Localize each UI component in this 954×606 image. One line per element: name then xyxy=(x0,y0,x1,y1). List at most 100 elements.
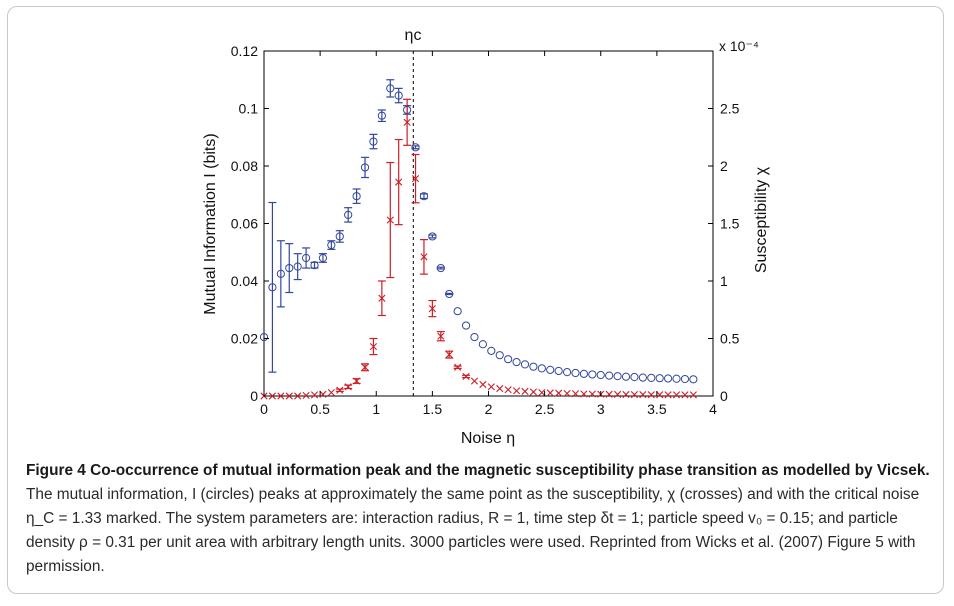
data-point-cross xyxy=(504,386,512,394)
data-point-cross xyxy=(386,216,394,224)
data-point-cross xyxy=(689,391,697,399)
x-tick-label: 1 xyxy=(372,401,380,417)
data-point-cross xyxy=(454,363,462,371)
data-point-cross xyxy=(681,391,689,399)
right-y-tick-label: 0 xyxy=(720,388,728,404)
data-point-cross xyxy=(496,384,504,393)
caption-body: The mutual information, I (circles) peak… xyxy=(26,486,920,575)
data-point-cross xyxy=(647,391,655,399)
data-point-circle xyxy=(562,368,572,377)
data-point-cross xyxy=(588,390,596,398)
plot-area xyxy=(263,50,714,397)
x-tick-label: 3 xyxy=(597,401,605,417)
data-point-cross xyxy=(538,388,546,397)
data-point-circle xyxy=(276,269,285,278)
data-point-cross xyxy=(672,391,681,399)
data-point-cross xyxy=(310,391,319,399)
data-point-circle xyxy=(461,321,471,330)
left-y-tick-label: 0.1 xyxy=(239,101,259,117)
data-point-circle xyxy=(445,289,454,299)
data-point-cross xyxy=(420,253,428,261)
data-point-circle xyxy=(537,364,546,373)
right-y-tick-label: 2 xyxy=(720,158,728,174)
data-point-circle xyxy=(554,366,563,376)
data-point-circle xyxy=(495,351,504,360)
data-point-cross xyxy=(344,383,352,391)
data-point-cross xyxy=(512,387,521,395)
data-point-cross xyxy=(656,391,664,399)
right-y-tick-label: 2.5 xyxy=(720,101,740,117)
data-point-cross xyxy=(319,390,327,398)
data-point-cross xyxy=(353,377,361,385)
data-point-cross xyxy=(487,383,495,391)
data-point-circle xyxy=(613,372,622,381)
data-point-circle xyxy=(310,261,319,270)
x-axis-label: Noise η xyxy=(461,430,515,447)
data-point-cross xyxy=(470,377,479,385)
x-tick-label: 3.5 xyxy=(647,401,667,417)
data-point-cross xyxy=(428,305,436,313)
figure-caption: Figure 4 Co-occurrence of mutual informa… xyxy=(26,459,931,579)
series-cross xyxy=(260,98,697,400)
data-point-cross xyxy=(462,372,470,381)
data-point-circle xyxy=(377,111,386,120)
data-point-circle xyxy=(579,369,589,378)
data-point-circle xyxy=(360,163,370,172)
series-circle xyxy=(259,79,698,384)
data-point-cross xyxy=(268,392,277,400)
data-point-circle xyxy=(394,91,403,100)
data-point-cross xyxy=(521,387,529,395)
left-y-tick-label: 0.08 xyxy=(231,158,258,174)
data-point-circle xyxy=(487,346,496,355)
right-axis-multiplier: x 10⁻⁴ xyxy=(719,38,759,54)
data-point-circle xyxy=(436,263,445,273)
data-point-cross xyxy=(411,175,420,183)
x-tick-label: 4 xyxy=(709,401,717,417)
data-point-cross xyxy=(294,392,302,400)
critical-noise-label: ηc xyxy=(405,27,422,44)
right-y-tick-label: 1 xyxy=(720,273,728,289)
data-point-circle xyxy=(647,373,656,382)
data-point-cross xyxy=(580,390,588,398)
data-point-circle xyxy=(529,362,538,371)
data-point-circle xyxy=(621,372,631,381)
x-tick-label: 0.5 xyxy=(310,401,330,417)
right-y-tick-label: 1.5 xyxy=(720,216,740,232)
data-point-circle xyxy=(504,355,513,364)
x-tick-label: 2 xyxy=(485,401,493,417)
data-point-cross xyxy=(336,386,344,394)
data-point-cross xyxy=(437,332,445,340)
data-point-cross xyxy=(605,390,613,398)
data-point-circle xyxy=(689,375,698,384)
data-point-circle xyxy=(268,283,277,292)
data-point-circle xyxy=(318,253,328,263)
data-point-circle xyxy=(638,373,647,382)
x-tick-label: 2.5 xyxy=(535,401,555,417)
data-point-circle xyxy=(293,262,302,271)
data-point-cross xyxy=(378,294,386,302)
data-marks xyxy=(259,79,698,400)
data-point-circle xyxy=(655,374,664,383)
data-point-cross xyxy=(479,380,487,389)
data-point-circle xyxy=(478,340,487,349)
data-point-cross xyxy=(403,118,411,126)
data-point-cross xyxy=(563,389,571,398)
data-point-cross xyxy=(664,391,672,399)
data-point-circle xyxy=(285,263,294,273)
data-point-cross xyxy=(639,391,647,399)
data-point-circle xyxy=(588,370,597,379)
data-point-circle xyxy=(520,360,530,369)
data-point-circle xyxy=(386,84,395,93)
data-point-cross xyxy=(622,390,630,399)
left-y-tick-label: 0.04 xyxy=(231,273,258,289)
data-point-circle xyxy=(453,307,462,316)
data-point-circle xyxy=(664,374,673,383)
x-tick-label: 1.5 xyxy=(423,401,443,417)
data-point-circle xyxy=(571,368,580,378)
data-point-cross xyxy=(630,391,639,399)
left-y-axis-label: Mutual Information I (bits) xyxy=(202,133,219,314)
data-point-circle xyxy=(419,192,429,201)
left-y-tick-label: 0 xyxy=(250,388,258,404)
left-y-tick-label: 0.06 xyxy=(231,216,258,232)
data-point-circle xyxy=(512,357,521,367)
